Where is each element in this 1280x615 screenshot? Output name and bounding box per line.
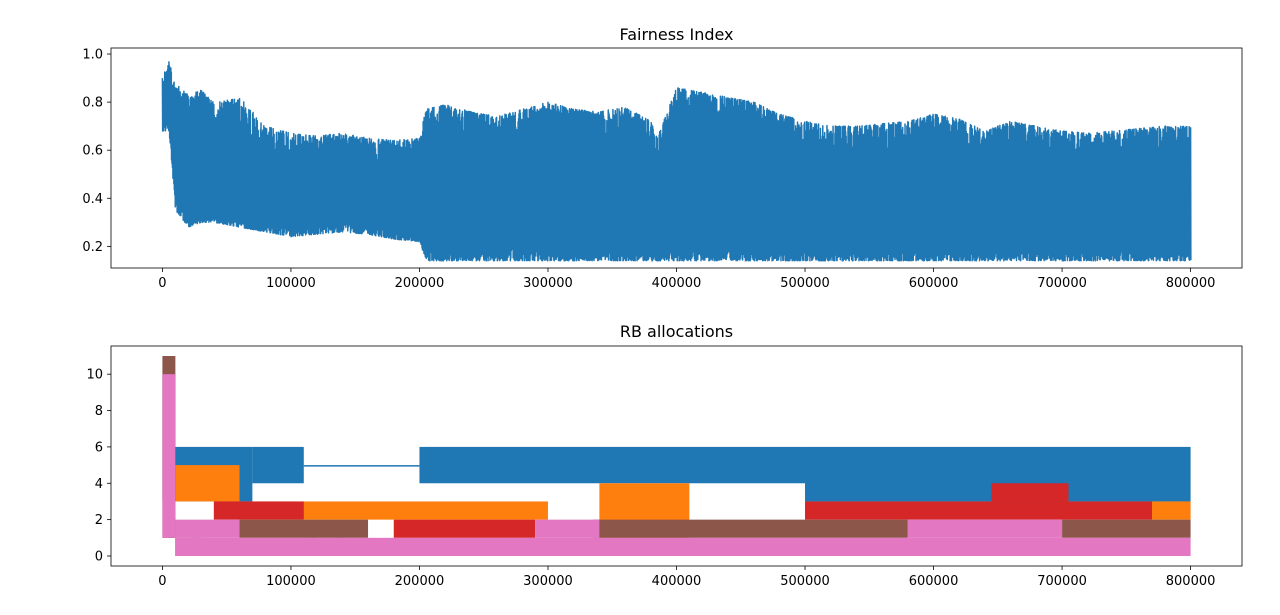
rb-series-3-band-0: [213, 501, 304, 520]
x-tick-label: 0: [158, 574, 166, 589]
x-tick-label: 200000: [395, 276, 445, 291]
chart-title: Fairness Index: [619, 25, 733, 44]
x-tick-label: 400000: [652, 276, 702, 291]
rb-allocations-plot: RB allocations 0 100000 200000 300000 400000 5…: [86, 322, 1243, 589]
y-tick-label: 0.4: [82, 192, 103, 207]
x-tick-label: 800000: [1166, 574, 1216, 589]
x-tick-label: 600000: [909, 276, 959, 291]
y-tick-label: 2: [95, 513, 103, 528]
chart-title: RB allocations: [620, 322, 733, 341]
rb-series-3-band-3: [991, 483, 1069, 502]
rb-series-6-band-4: [907, 519, 1063, 538]
y-tick-label: 1.0: [82, 48, 103, 63]
y-tick-label: 0: [95, 550, 103, 565]
rb-series-3-band-2: [805, 501, 1153, 520]
x-tick-label: 100000: [266, 574, 316, 589]
x-tick-label: 700000: [1037, 276, 1087, 291]
x-tick-label: 300000: [523, 276, 573, 291]
rb-series-0-band-2: [252, 446, 304, 484]
rb-series-6-band-0: [162, 374, 176, 538]
y-tick-label: 0.2: [82, 240, 103, 255]
y-tick-label: 10: [86, 368, 103, 383]
rb-series-0-band-4: [419, 446, 806, 484]
rb-series-5-band-4: [1062, 519, 1191, 538]
fairness-series-line: [161, 61, 1192, 262]
plot-area: [161, 61, 1192, 262]
y-tick-label: 4: [95, 477, 103, 492]
rb-series-5-band-3: [592, 519, 908, 538]
x-tick-label: 300000: [523, 574, 573, 589]
y-tick-label: 0.6: [82, 144, 103, 159]
rb-series-6-band-3: [535, 519, 600, 538]
rb-series-1-band-1: [239, 501, 548, 520]
x-tick-label: 200000: [395, 574, 445, 589]
x-tick-label: 0: [158, 276, 166, 291]
fairness-index-plot: Fairness Index 0 100000 200000 300000 400000 5…: [82, 25, 1243, 291]
x-tick-label: 100000: [266, 276, 316, 291]
y-tick-label: 8: [95, 404, 103, 419]
x-tick-label: 800000: [1166, 276, 1216, 291]
rb-series-0-band-3: [303, 465, 420, 467]
rb-series-3-band-1: [393, 519, 536, 538]
x-tick-label: 400000: [652, 574, 702, 589]
rb-series-1-band-3: [1152, 501, 1191, 520]
x-tick-label: 500000: [780, 574, 830, 589]
rb-series-6-band-1: [175, 537, 1191, 556]
y-tick-label: 6: [95, 440, 103, 455]
x-tick-label: 500000: [780, 276, 830, 291]
rb-series-1-band-0: [175, 465, 240, 502]
rb-series-5-band-2: [239, 519, 369, 538]
plot-area: [162, 356, 1191, 556]
x-tick-label: 600000: [909, 574, 959, 589]
rb-series-6-band-2: [175, 519, 240, 538]
y-tick-label: 0.8: [82, 96, 103, 111]
x-tick-label: 700000: [1037, 574, 1087, 589]
